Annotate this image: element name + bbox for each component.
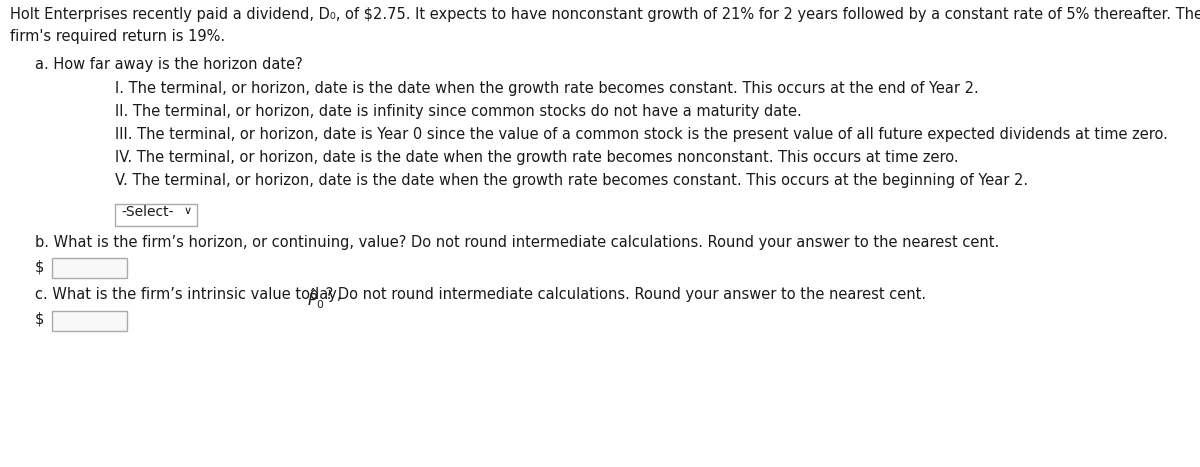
Bar xyxy=(115,204,197,226)
Text: Holt Enterprises recently paid a dividend, D₀, of $2.75. It expects to have nonc: Holt Enterprises recently paid a dividen… xyxy=(10,7,1200,22)
Text: III. The terminal, or horizon, date is Year 0 since the value of a common stock : III. The terminal, or horizon, date is Y… xyxy=(115,127,1168,142)
Bar xyxy=(52,311,127,331)
Text: c. What is the firm’s intrinsic value today,: c. What is the firm’s intrinsic value to… xyxy=(35,287,346,302)
Text: IV. The terminal, or horizon, date is the date when the growth rate becomes nonc: IV. The terminal, or horizon, date is th… xyxy=(115,150,959,165)
Text: firm's required return is 19%.: firm's required return is 19%. xyxy=(10,29,226,44)
Text: $: $ xyxy=(35,312,44,327)
Text: ∨: ∨ xyxy=(184,206,192,216)
Text: -Select-: -Select- xyxy=(121,205,174,219)
Text: ? Do not round intermediate calculations. Round your answer to the nearest cent.: ? Do not round intermediate calculations… xyxy=(322,287,926,302)
Text: I. The terminal, or horizon, date is the date when the growth rate becomes const: I. The terminal, or horizon, date is the… xyxy=(115,81,979,96)
Text: $: $ xyxy=(35,259,44,274)
Bar xyxy=(52,258,127,278)
Text: II. The terminal, or horizon, date is infinity since common stocks do not have a: II. The terminal, or horizon, date is in… xyxy=(115,104,802,119)
Text: $\hat{P}_0$: $\hat{P}_0$ xyxy=(307,286,325,311)
Text: a. How far away is the horizon date?: a. How far away is the horizon date? xyxy=(35,57,302,72)
Text: V. The terminal, or horizon, date is the date when the growth rate becomes const: V. The terminal, or horizon, date is the… xyxy=(115,173,1028,188)
Text: b. What is the firm’s horizon, or continuing, value? Do not round intermediate c: b. What is the firm’s horizon, or contin… xyxy=(35,235,1000,250)
